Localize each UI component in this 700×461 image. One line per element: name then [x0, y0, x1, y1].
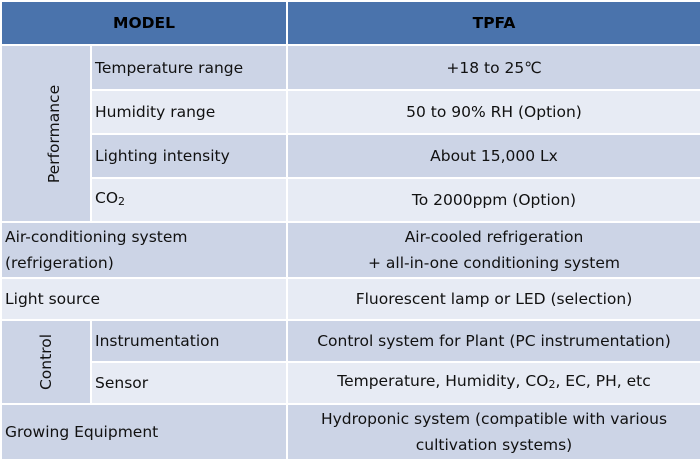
- row-value: 50 to 90% RH (Option): [286, 89, 700, 135]
- table-row: Sensor Temperature, Humidity, CO2, EC, P…: [1, 361, 700, 405]
- row-value: Control system for Plant (PC instrumenta…: [286, 319, 700, 363]
- growing-equipment-label: Growing Equipment: [0, 403, 288, 461]
- table-row: Air-conditioning system (refrigeration) …: [0, 221, 700, 279]
- light-source-label: Light source: [0, 277, 288, 321]
- co2-label: CO2: [90, 177, 288, 223]
- row-label: Sensor: [90, 361, 288, 405]
- row-label: Humidity range: [90, 89, 288, 135]
- row-label: Instrumentation: [90, 319, 288, 363]
- table-row: Growing Equipment Hydroponic system (com…: [0, 403, 700, 461]
- table-row: Humidity range 50 to 90% RH (Option): [1, 89, 700, 135]
- air-conditioning-label: Air-conditioning system (refrigeration): [0, 221, 288, 279]
- table-row: Light source Fluorescent lamp or LED (se…: [0, 277, 700, 321]
- row-value: +18 to 25℃: [286, 44, 700, 91]
- row-label: Temperature range: [90, 44, 288, 91]
- growing-equipment-value: Hydroponic system (compatible with vario…: [286, 403, 700, 461]
- table-row: Control Instrumentation Control system f…: [0, 319, 700, 405]
- row-value: To 2000ppm (Option): [286, 177, 700, 223]
- model-value-header: TPFA: [286, 0, 700, 46]
- table-row: CO2 To 2000ppm (Option): [1, 177, 700, 223]
- row-label: Lighting intensity: [90, 133, 288, 179]
- air-conditioning-value: Air-cooled refrigeration + all-in-one co…: [286, 221, 700, 279]
- model-header: MODEL: [0, 0, 288, 46]
- control-group-label: Control: [0, 319, 92, 405]
- table-row: Lighting intensity About 15,000 Lx: [1, 133, 700, 179]
- sensor-value: Temperature, Humidity, CO2, EC, PH, etc: [286, 361, 700, 405]
- performance-group-label: Performance: [0, 44, 92, 223]
- light-source-value: Fluorescent lamp or LED (selection): [286, 277, 700, 321]
- row-value: About 15,000 Lx: [286, 133, 700, 179]
- table-row: Performance Temperature range +18 to 25℃: [0, 44, 700, 223]
- header-row: MODEL TPFA: [0, 0, 700, 46]
